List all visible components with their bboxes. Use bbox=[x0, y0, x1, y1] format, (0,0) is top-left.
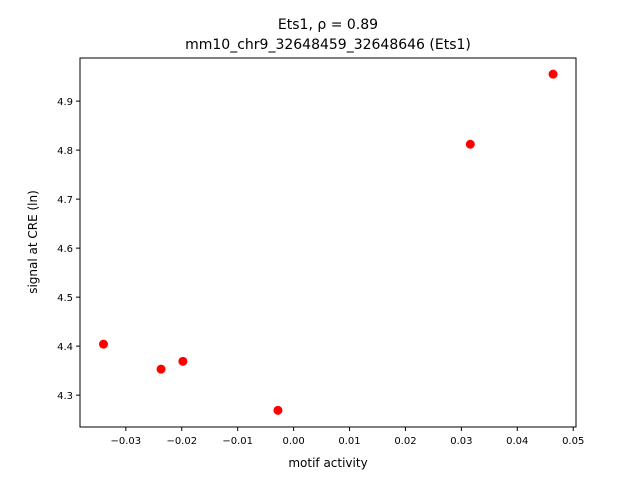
x-tick-label: −0.01 bbox=[222, 436, 253, 447]
point bbox=[465, 139, 475, 149]
point bbox=[548, 69, 558, 79]
chart-title: Ets1, ρ = 0.89 bbox=[278, 17, 378, 33]
y-tick-label: 4.5 bbox=[57, 293, 73, 304]
point bbox=[178, 356, 188, 366]
y-tick-label: 4.3 bbox=[57, 391, 73, 402]
y-tick-label: 4.7 bbox=[57, 195, 73, 206]
point bbox=[273, 405, 283, 415]
y-axis-label: signal at CRE (ln) bbox=[26, 190, 40, 294]
y-tick-label: 4.6 bbox=[57, 244, 73, 255]
x-tick-label: 0.05 bbox=[562, 436, 584, 447]
x-tick-label: 0.00 bbox=[282, 436, 304, 447]
x-tick-label: −0.02 bbox=[166, 436, 197, 447]
point bbox=[98, 339, 108, 349]
y-tick-label: 4.8 bbox=[57, 146, 73, 157]
chart-subtitle: mm10_chr9_32648459_32648646 (Ets1) bbox=[185, 37, 471, 53]
point bbox=[156, 364, 166, 374]
x-tick-label: 0.01 bbox=[338, 436, 360, 447]
x-tick-label: 0.02 bbox=[394, 436, 416, 447]
y-tick-label: 4.4 bbox=[57, 342, 73, 353]
y-tick-label: 4.9 bbox=[57, 97, 73, 108]
plot-frame bbox=[79, 57, 577, 428]
x-tick-label: 0.04 bbox=[506, 436, 528, 447]
x-tick-label: −0.03 bbox=[111, 436, 142, 447]
x-axis-label: motif activity bbox=[288, 456, 367, 470]
x-tick-label: 0.03 bbox=[450, 436, 472, 447]
